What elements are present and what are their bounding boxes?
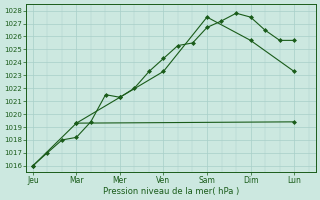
X-axis label: Pression niveau de la mer( hPa ): Pression niveau de la mer( hPa ): [103, 187, 239, 196]
